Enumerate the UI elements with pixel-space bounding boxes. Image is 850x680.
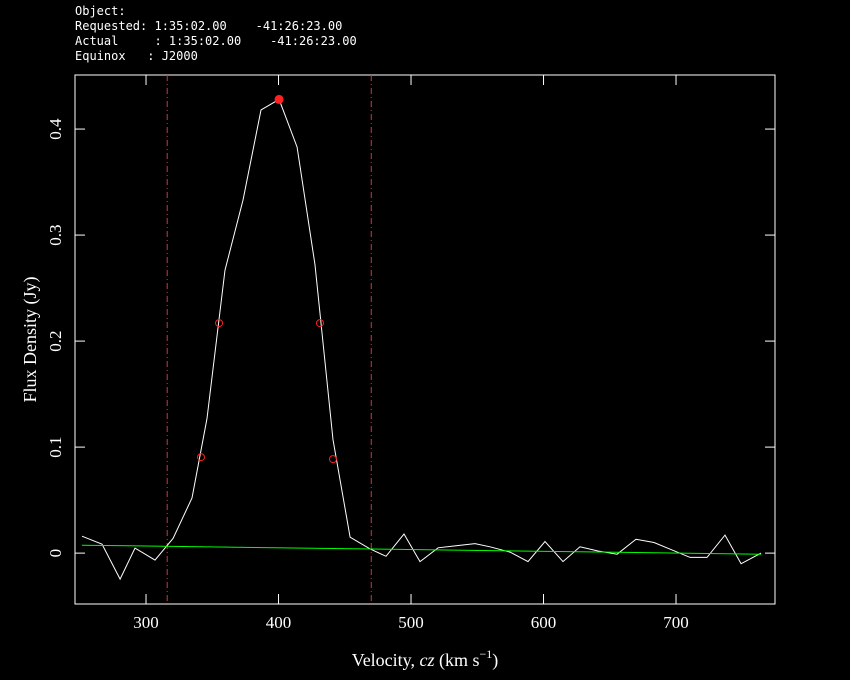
header-line: Object: — [75, 4, 126, 18]
x-tick-label: 300 — [133, 613, 159, 632]
y-tick-label: 0.2 — [46, 330, 65, 351]
spectrum-line — [81, 544, 762, 555]
x-tick-label: 600 — [531, 613, 557, 632]
peak-point — [274, 94, 284, 104]
width-point — [328, 455, 337, 464]
y-tick-label: 0.4 — [46, 118, 65, 140]
x-tick-label: 700 — [663, 613, 689, 632]
x-axis-label: Velocity, cz (km s−1) — [352, 647, 499, 671]
y-tick-label: 0.3 — [46, 224, 65, 245]
header-line: Actual : 1:35:02.00 -41:26:23.00 — [75, 34, 357, 48]
x-label-part: (km s — [435, 650, 480, 671]
x-tick-label: 400 — [266, 613, 292, 632]
x-label-part: Velocity, — [352, 650, 420, 670]
width-point — [315, 319, 324, 328]
x-tick-label: 500 — [398, 613, 424, 632]
y-tick-label: 0 — [46, 549, 65, 558]
width-point — [197, 453, 206, 462]
header-line: Equinox : J2000 — [75, 49, 198, 63]
plot-frame — [74, 74, 776, 605]
spectrum-line — [81, 98, 762, 581]
x-label-sup: −1 — [480, 647, 493, 661]
width-point — [215, 319, 224, 328]
y-tick-label: 0.1 — [46, 436, 65, 457]
y-axis-label: Flux Density (Jy) — [20, 276, 41, 402]
x-label-italic: cz — [420, 650, 435, 670]
x-label-part: ) — [492, 650, 498, 671]
header-line: Requested: 1:35:02.00 -41:26:23.00 — [75, 19, 342, 33]
